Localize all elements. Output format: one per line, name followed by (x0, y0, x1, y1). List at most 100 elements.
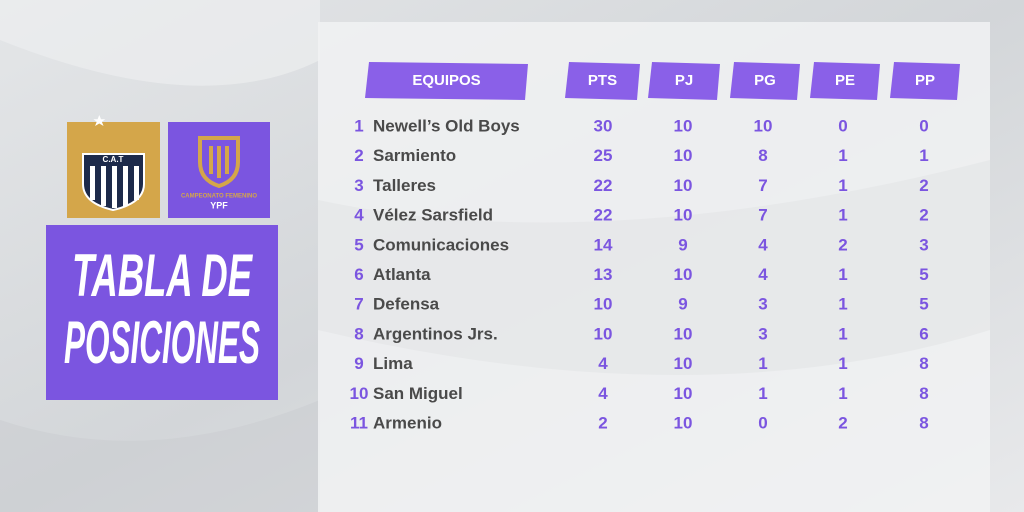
stat: 10 (674, 413, 693, 432)
stat: 5 (919, 265, 928, 284)
stat: 1 (838, 206, 847, 225)
stat: 5 (919, 295, 928, 314)
stat: 8 (919, 413, 928, 432)
stat: 4 (758, 265, 768, 284)
stat: 2 (838, 413, 847, 432)
rank: 4 (354, 206, 364, 225)
stat: 1 (919, 146, 928, 165)
header-label: PTS (588, 72, 617, 89)
stat: 10 (674, 354, 693, 373)
team-name: Talleres (373, 176, 436, 195)
stat: 1 (838, 354, 847, 373)
team-name: Argentinos Jrs. (373, 324, 498, 343)
rank: 7 (354, 295, 363, 314)
league-sponsor: YPF (210, 200, 228, 210)
rank: 9 (354, 354, 363, 373)
stat: 10 (594, 295, 613, 314)
stat: 8 (919, 384, 928, 403)
stat: 1 (758, 354, 767, 373)
team-name: Comunicaciones (373, 235, 509, 254)
stat: 25 (594, 146, 613, 165)
stat: 10 (594, 324, 613, 343)
rank: 1 (354, 116, 363, 135)
stat: 10 (674, 146, 693, 165)
stat: 10 (674, 384, 693, 403)
team-name: Armenio (373, 413, 442, 432)
stat: 2 (919, 176, 928, 195)
header-label: EQUIPOS (412, 72, 480, 89)
league-shield-bars (209, 146, 229, 178)
stat: 2 (598, 413, 607, 432)
panel-shape (318, 160, 990, 375)
stat: 2 (838, 235, 847, 254)
stat: 2 (919, 206, 928, 225)
team-name: Defensa (373, 295, 440, 314)
stat: 7 (758, 176, 767, 195)
stat: 1 (838, 176, 847, 195)
rank: 5 (354, 235, 363, 254)
header-label: PP (915, 72, 935, 89)
stat: 22 (594, 206, 613, 225)
header-label: PG (754, 72, 776, 89)
stat: 9 (678, 295, 687, 314)
rank: 10 (350, 384, 369, 403)
stat: 1 (838, 146, 847, 165)
stat: 1 (838, 324, 847, 343)
stat: 10 (674, 176, 693, 195)
header-cell (648, 62, 720, 100)
stat: 3 (758, 295, 767, 314)
stat: 14 (594, 235, 613, 254)
team-name: San Miguel (373, 384, 463, 403)
stat: 1 (838, 295, 847, 314)
stat: 7 (758, 206, 767, 225)
club-name: C.A.T (103, 155, 124, 164)
league-name: CAMPEONATO FEMENINO (181, 194, 257, 200)
header-label: PJ (675, 72, 693, 89)
stat: 6 (919, 324, 928, 343)
stat: 10 (754, 116, 773, 135)
team-name: Sarmiento (373, 146, 456, 165)
title-box (46, 225, 278, 400)
rank: 2 (354, 146, 363, 165)
header-cell (565, 62, 640, 100)
rank: 8 (354, 324, 363, 343)
stat: 10 (674, 116, 693, 135)
rank: 6 (354, 265, 363, 284)
title-line: POSICIONES (64, 309, 260, 376)
header-cell (730, 62, 800, 100)
rank: 3 (354, 176, 363, 195)
stat: 1 (758, 384, 767, 403)
bg-shape (0, 0, 320, 86)
stat: 0 (758, 413, 767, 432)
stat: 22 (594, 176, 613, 195)
stat: 0 (838, 116, 847, 135)
stat: 4 (598, 354, 608, 373)
stat: 4 (758, 235, 768, 254)
star (93, 115, 106, 127)
header-label: PE (835, 72, 855, 89)
team-name: Vélez Sarsfield (373, 206, 493, 225)
shield-stripes (90, 166, 139, 208)
rank: 11 (350, 413, 368, 432)
stat: 1 (838, 265, 847, 284)
stat: 10 (674, 206, 693, 225)
team-name: Newell’s Old Boys (373, 116, 520, 135)
stat: 10 (674, 265, 693, 284)
team-name: Lima (373, 354, 413, 373)
stat: 10 (674, 324, 693, 343)
stat: 3 (758, 324, 767, 343)
header-cell (365, 62, 528, 100)
stat: 9 (678, 235, 687, 254)
title-line: TABLA DE (72, 242, 253, 309)
stat: 13 (594, 265, 613, 284)
stat: 4 (598, 384, 608, 403)
stat: 8 (758, 146, 767, 165)
stat: 0 (919, 116, 928, 135)
stat: 8 (919, 354, 928, 373)
stat: 1 (838, 384, 847, 403)
header-cell (890, 62, 960, 100)
header-cell (810, 62, 880, 100)
stat: 30 (594, 116, 613, 135)
league-shield (198, 136, 240, 189)
